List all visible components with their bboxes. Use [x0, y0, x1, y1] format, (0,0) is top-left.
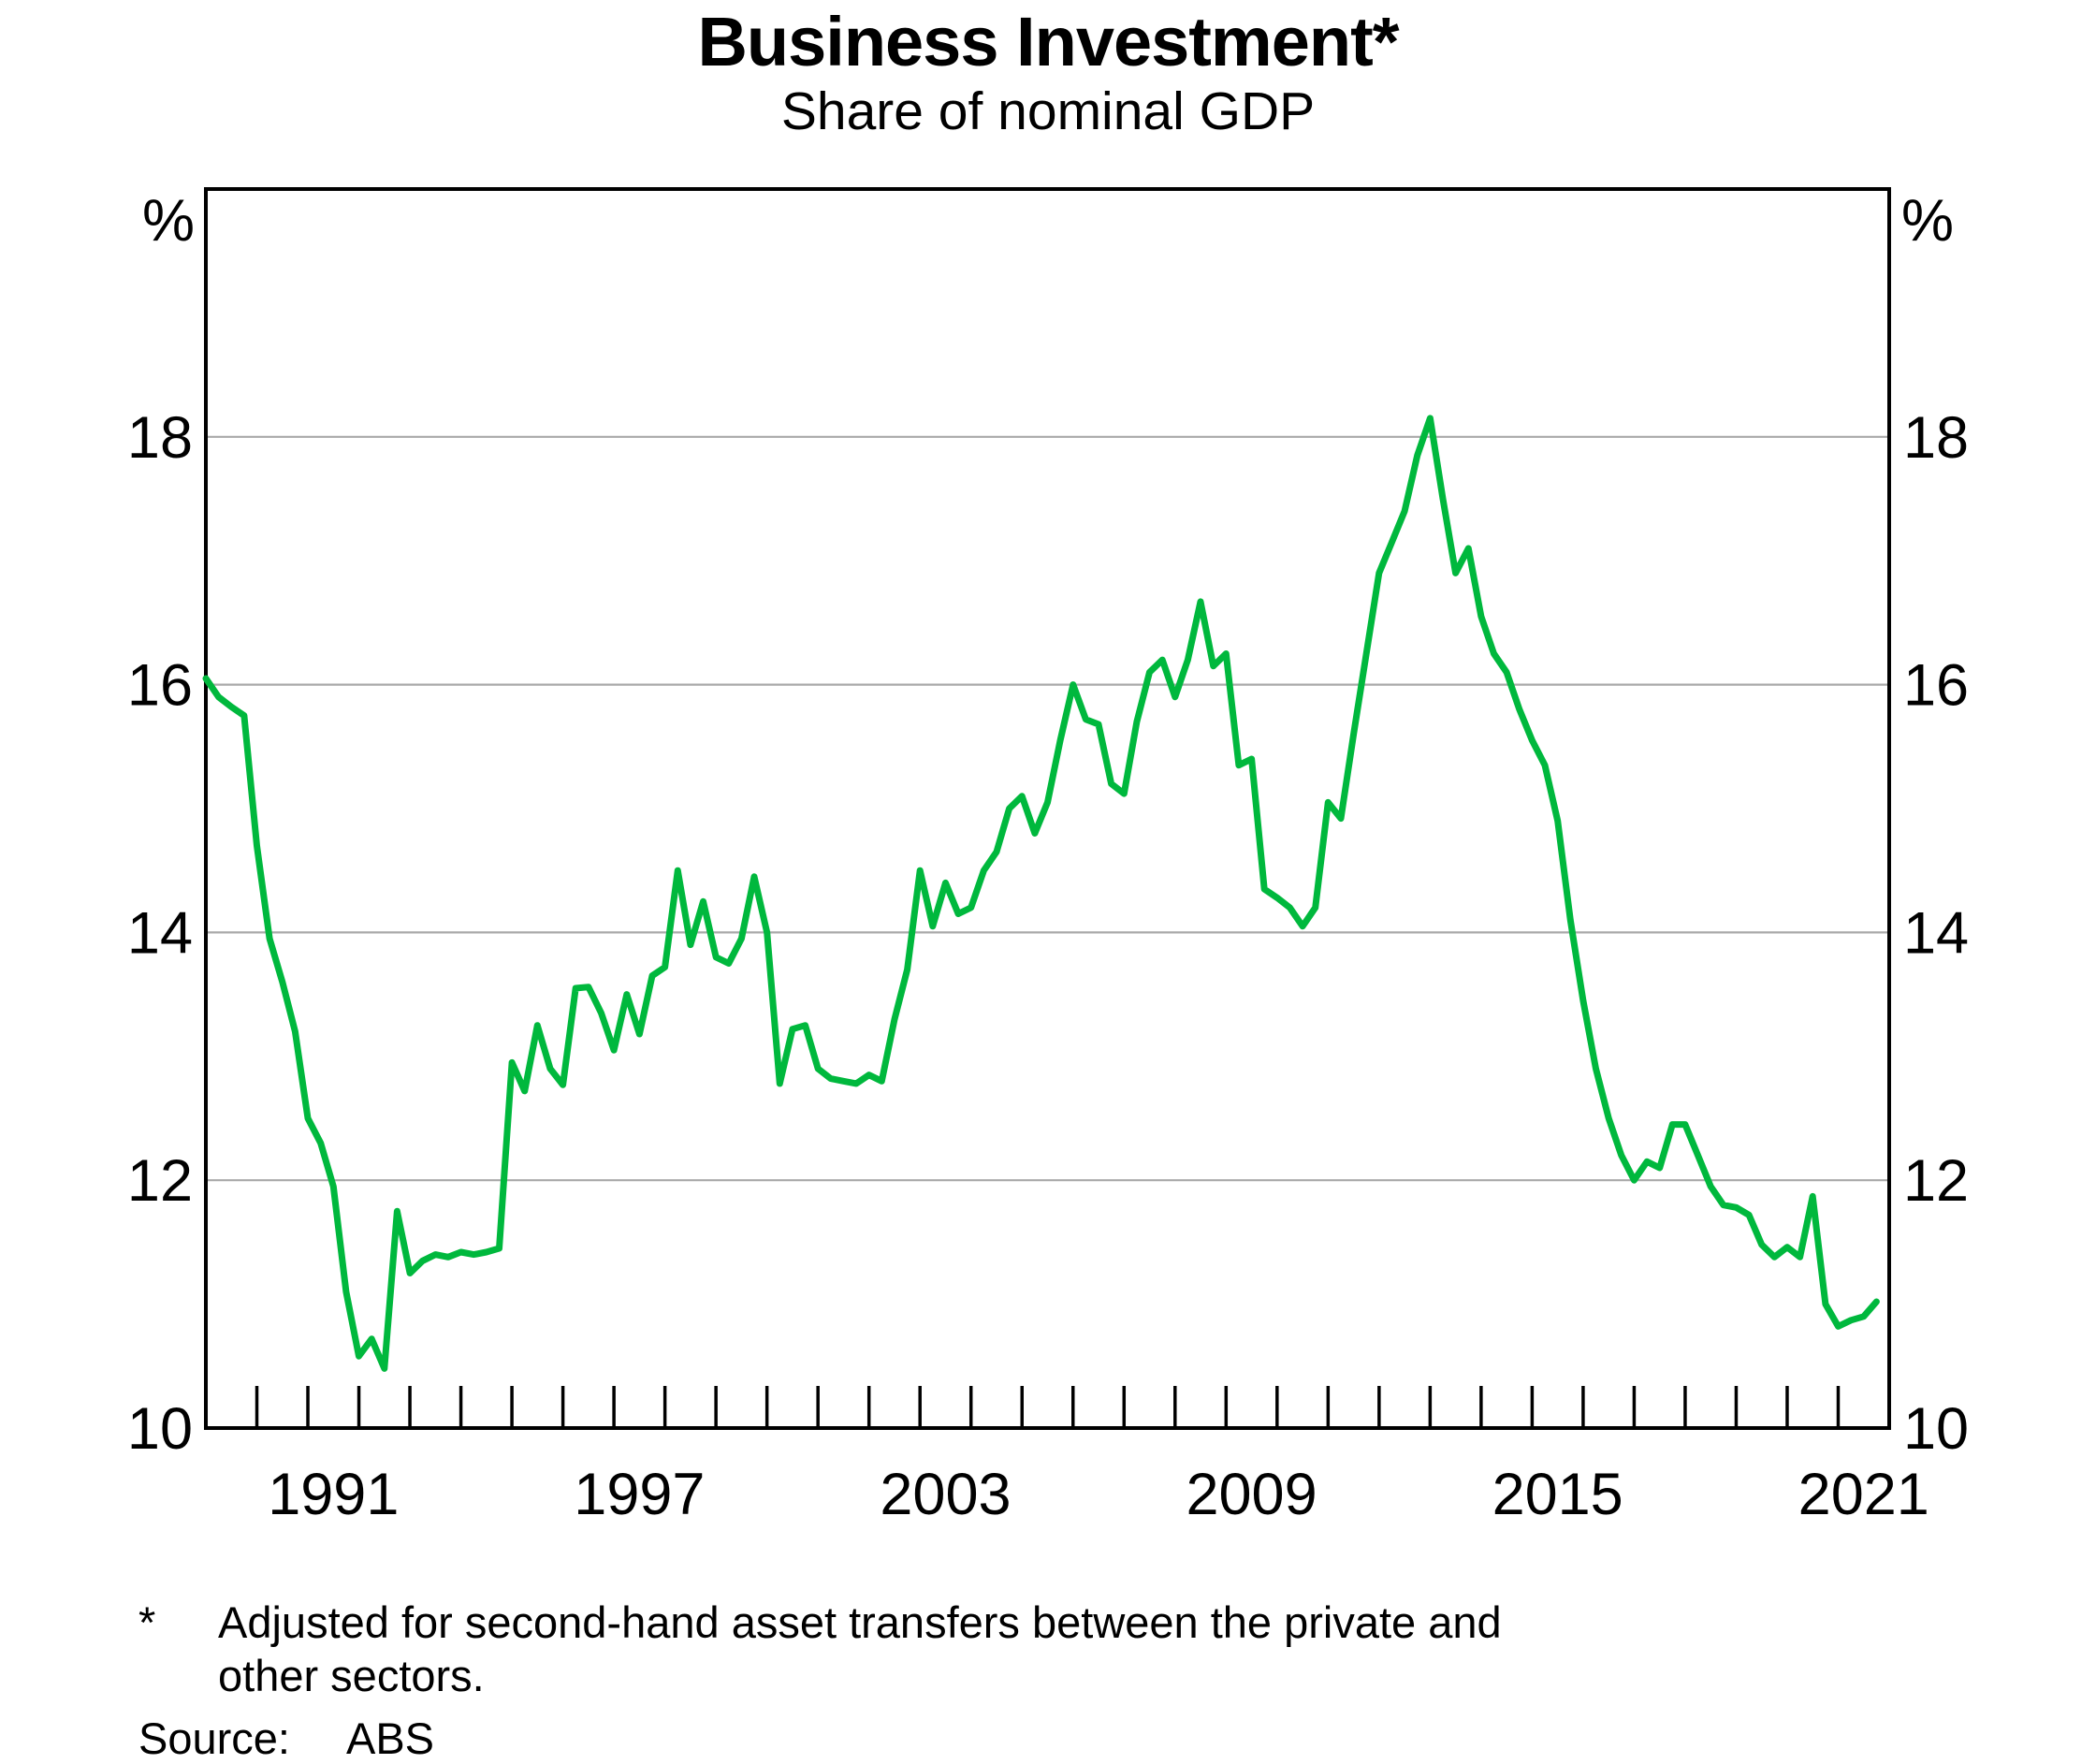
source-value: ABS — [345, 1713, 435, 1763]
y-axis-labels-left: 10 12 14 16 18 — [127, 405, 193, 1462]
source-label: Source: — [138, 1713, 290, 1763]
y-label-left-12: 12 — [127, 1148, 193, 1214]
footnote-marker: * — [138, 1597, 156, 1647]
y-label-right-10: 10 — [1903, 1396, 1969, 1462]
plot-border — [204, 187, 1891, 1430]
y-label-left-10: 10 — [127, 1396, 193, 1462]
chart-title: Business Investment* — [697, 3, 1399, 80]
x-label-2003: 2003 — [880, 1462, 1011, 1527]
y-label-right-16: 16 — [1903, 653, 1969, 719]
y-axis-unit-left: % — [141, 188, 195, 254]
chart-subtitle: Share of nominal GDP — [780, 81, 1316, 141]
data-line-business-investment — [202, 415, 1880, 1372]
y-label-left-18: 18 — [127, 405, 193, 471]
footnote-line-2: other sectors. — [218, 1651, 485, 1700]
source-row: Source: ABS — [138, 1713, 434, 1764]
x-axis-labels: 1991 1997 2003 2009 2015 2021 — [268, 1462, 1929, 1527]
y-label-right-12: 12 — [1903, 1148, 1969, 1214]
y-label-right-18: 18 — [1903, 405, 1969, 471]
x-label-2015: 2015 — [1492, 1462, 1623, 1527]
footnote-line-1: Adjusted for second-hand asset transfers… — [218, 1597, 1502, 1647]
x-label-1991: 1991 — [268, 1462, 399, 1527]
y-axis-unit-right: % — [1901, 188, 1955, 254]
y-label-right-14: 14 — [1903, 900, 1969, 966]
y-label-left-14: 14 — [127, 900, 193, 966]
x-label-2021: 2021 — [1798, 1462, 1929, 1527]
x-axis-ticks — [255, 1386, 1841, 1428]
y-label-left-16: 16 — [127, 653, 193, 719]
y-axis-labels-right: 10 12 14 16 18 — [1903, 405, 1969, 1462]
x-label-2009: 2009 — [1186, 1462, 1317, 1527]
x-label-1997: 1997 — [574, 1462, 705, 1527]
gridlines — [206, 435, 1889, 1182]
